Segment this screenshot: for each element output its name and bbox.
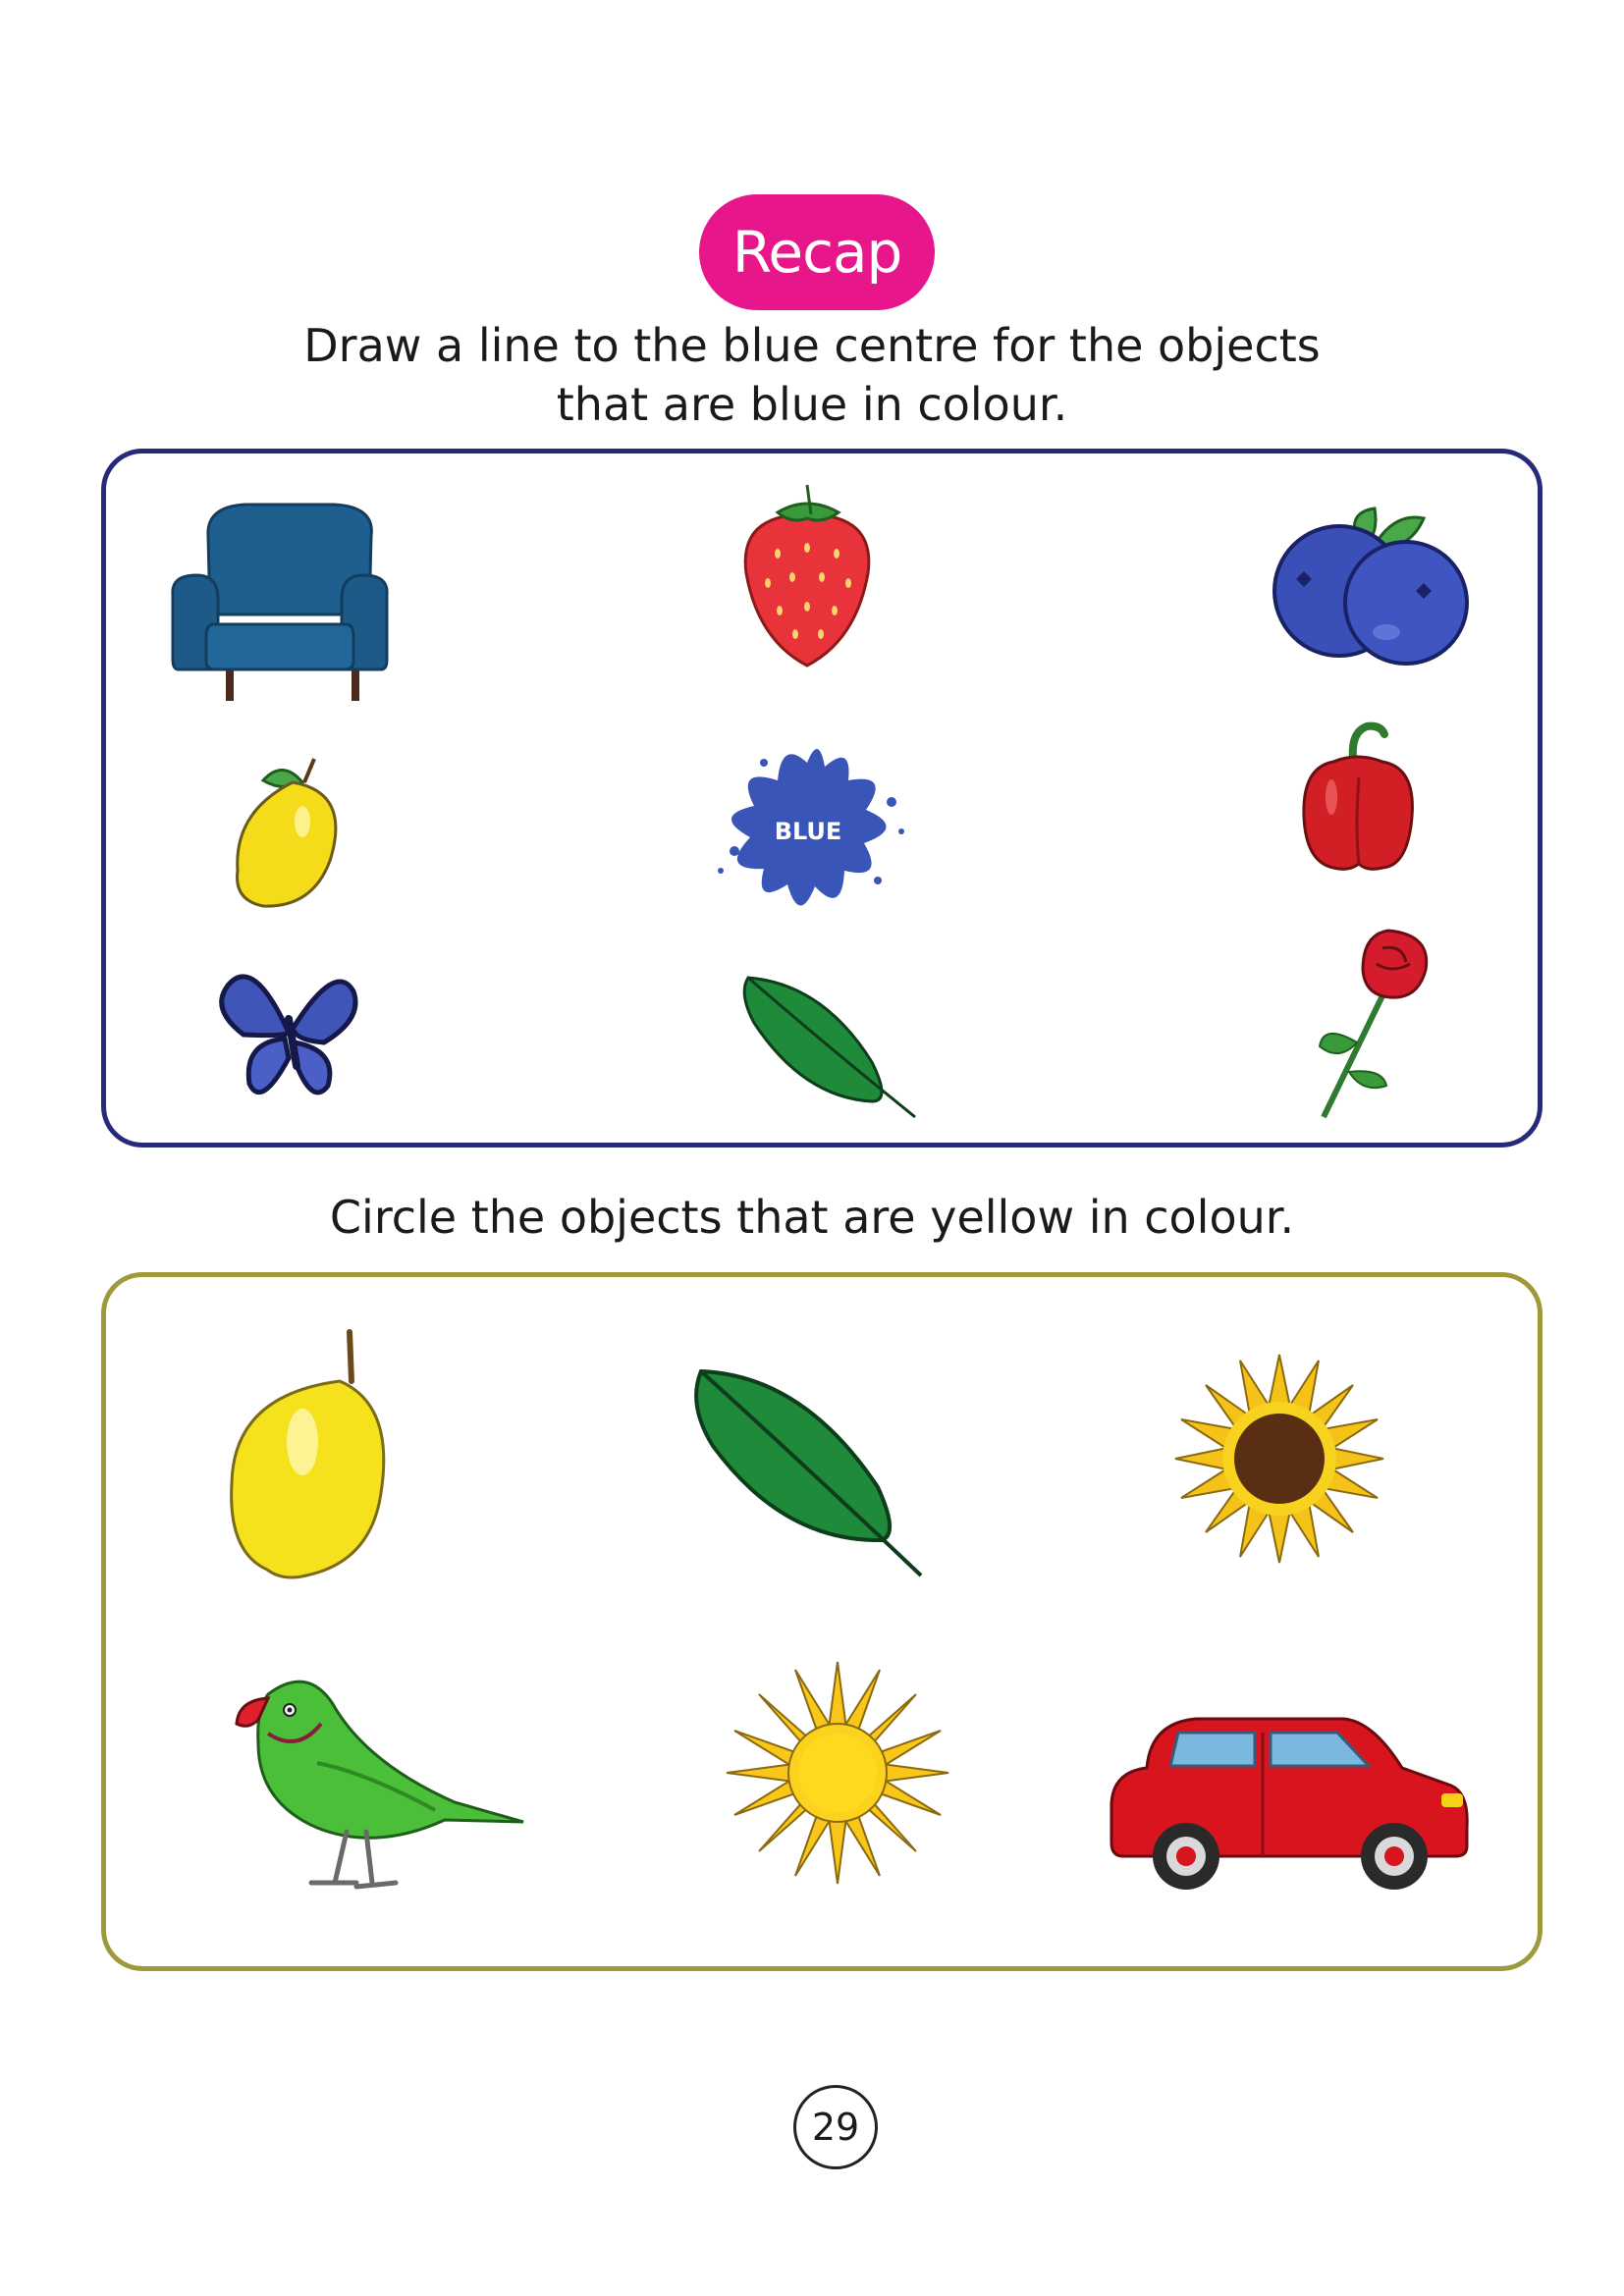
strawberry-image[interactable] [729,475,886,671]
lemon-large-image[interactable] [224,1326,391,1581]
lemon-image[interactable] [224,753,352,915]
parrot-image[interactable] [209,1655,533,1910]
instruction-blue-line-1: Draw a line to the blue centre for the o… [303,319,1321,372]
sunflower-image[interactable] [1171,1351,1387,1567]
instruction-yellow-text: Circle the objects that are yellow in co… [329,1191,1295,1244]
armchair-image[interactable] [167,497,393,703]
blue-centre-label: BLUE [774,818,842,845]
blueberries-image[interactable] [1269,505,1475,671]
red-bell-pepper-image[interactable] [1294,719,1422,876]
sun-image[interactable] [725,1660,950,1886]
blue-centre-splash[interactable]: BLUE [705,733,911,930]
recap-badge: Recap [699,194,935,310]
yellow-activity-box [101,1272,1543,1971]
instruction-blue-line-2: that are blue in colour. [556,378,1068,431]
blue-activity-box: BLUE [101,449,1543,1148]
rose-image[interactable] [1304,925,1441,1121]
page-number: 29 [793,2085,878,2169]
leaf-image[interactable] [734,964,921,1121]
car-image[interactable] [1108,1709,1471,1896]
leaf-large-image[interactable] [685,1356,931,1581]
butterfly-image[interactable] [214,964,361,1111]
instruction-yellow: Circle the objects that are yellow in co… [147,1188,1477,1247]
instruction-blue: Draw a line to the blue centre for the o… [147,316,1477,434]
